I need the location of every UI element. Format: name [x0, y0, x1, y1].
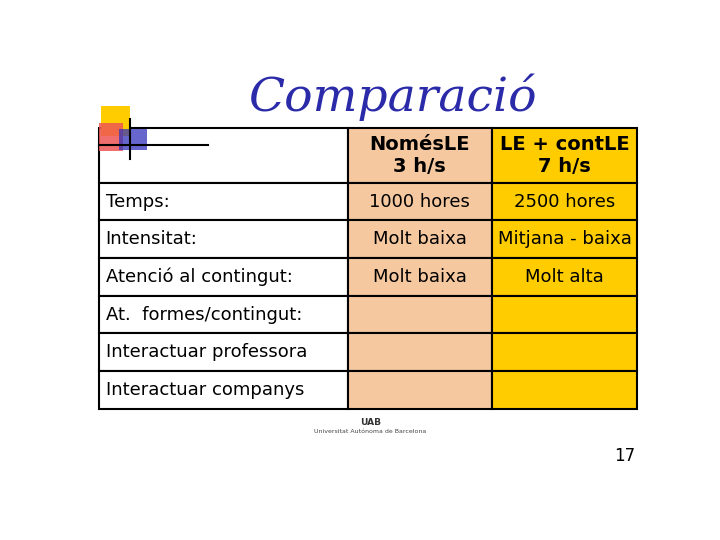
Bar	[99, 220, 348, 258]
Text: Interactuar professora: Interactuar professora	[106, 343, 307, 361]
Bar	[492, 128, 637, 183]
Text: 2500 hores: 2500 hores	[514, 193, 615, 211]
Text: Molt alta: Molt alta	[525, 268, 604, 286]
Text: UAB: UAB	[360, 418, 381, 427]
Bar	[348, 258, 492, 296]
Bar	[492, 220, 637, 258]
Text: Atenció al contingut:: Atenció al contingut:	[106, 268, 292, 286]
Bar	[99, 123, 122, 151]
Text: Mitjana - baixa: Mitjana - baixa	[498, 230, 631, 248]
Bar	[348, 296, 492, 333]
Text: Molt baixa: Molt baixa	[373, 268, 467, 286]
Bar	[348, 371, 492, 409]
Text: Temps:: Temps:	[106, 193, 169, 211]
Bar	[492, 371, 637, 409]
Bar	[348, 128, 492, 183]
Bar	[348, 183, 492, 220]
Bar	[492, 296, 637, 333]
Bar	[348, 220, 492, 258]
Text: Molt baixa: Molt baixa	[373, 230, 467, 248]
Text: Interactuar companys: Interactuar companys	[106, 381, 304, 399]
Bar	[99, 333, 348, 371]
Bar	[101, 106, 130, 136]
Text: Intensitat:: Intensitat:	[106, 230, 197, 248]
Text: Universitat Autónoma de Barcelona: Universitat Autónoma de Barcelona	[315, 429, 427, 434]
Bar	[99, 128, 348, 183]
Bar	[99, 258, 348, 296]
Text: Comparació: Comparació	[248, 73, 536, 121]
Text: At.  formes/contingut:: At. formes/contingut:	[106, 306, 302, 323]
Text: LE + contLE
7 h/s: LE + contLE 7 h/s	[500, 135, 629, 176]
Bar	[99, 296, 348, 333]
Bar	[492, 183, 637, 220]
Bar	[99, 183, 348, 220]
Text: 1000 hores: 1000 hores	[369, 193, 470, 211]
Bar	[99, 371, 348, 409]
Bar	[348, 333, 492, 371]
Bar	[492, 333, 637, 371]
Text: NomésLE
3 h/s: NomésLE 3 h/s	[369, 135, 470, 176]
Text: 17: 17	[613, 447, 635, 465]
Bar	[120, 130, 148, 150]
Bar	[492, 258, 637, 296]
